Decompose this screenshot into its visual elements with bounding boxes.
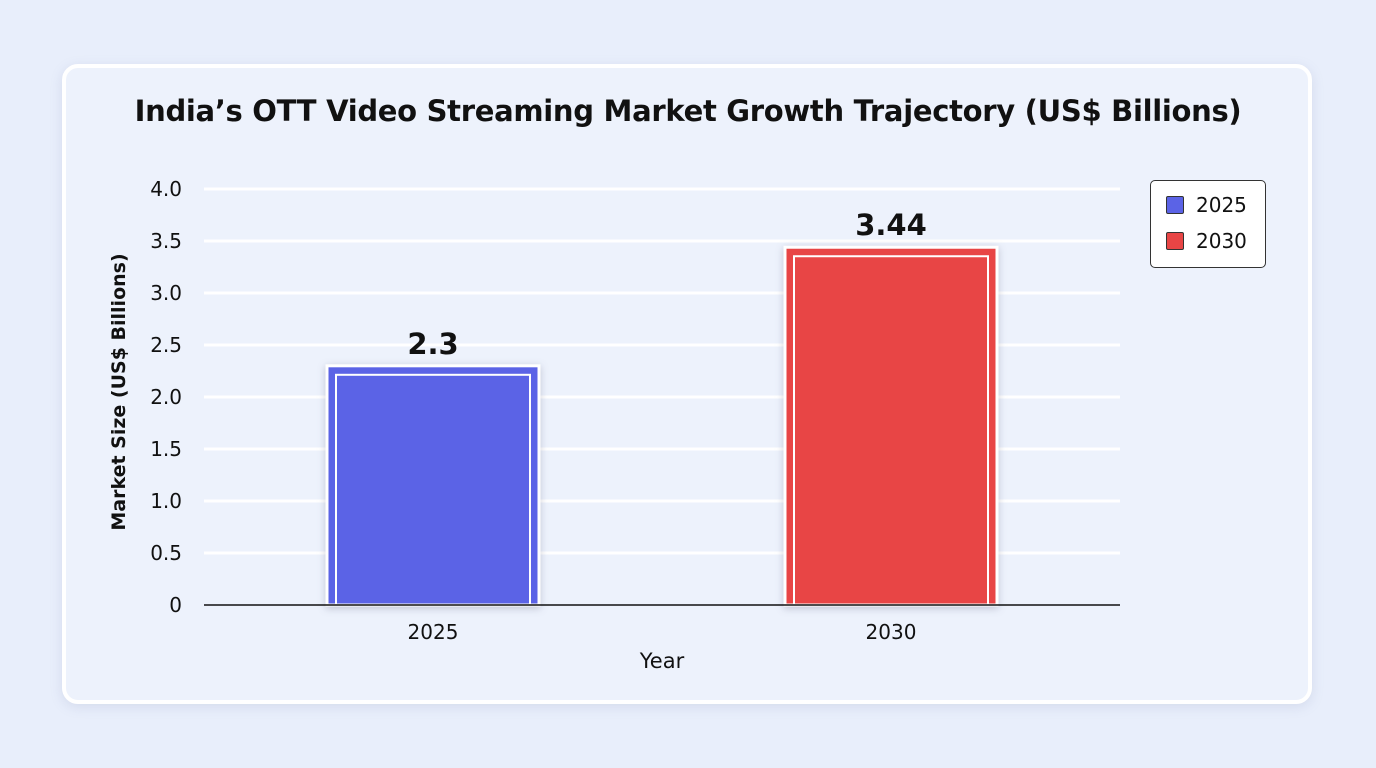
data-label-2025: 2.3 xyxy=(407,327,458,361)
y-axis-label: Market Size (US$ Billions) xyxy=(108,253,130,530)
bar-2030 xyxy=(783,245,999,607)
legend: 2025 2030 xyxy=(1150,180,1266,268)
legend-swatch-2025 xyxy=(1166,196,1184,214)
y-tick-label: 2.0 xyxy=(150,385,182,409)
legend-swatch-2030 xyxy=(1166,232,1184,250)
x-tick-label-2030: 2030 xyxy=(866,620,917,644)
bar-2025 xyxy=(325,364,541,607)
chart-card xyxy=(62,64,1312,704)
y-tick-label: 2.5 xyxy=(150,333,182,357)
legend-label-2030: 2030 xyxy=(1196,229,1247,253)
y-tick-label: 4.0 xyxy=(150,177,182,201)
x-axis-label: Year xyxy=(639,649,685,673)
y-tick-label: 0 xyxy=(169,593,182,617)
x-tick-label-2025: 2025 xyxy=(408,620,459,644)
data-label-2030: 3.44 xyxy=(855,208,927,242)
legend-label-2025: 2025 xyxy=(1196,193,1247,217)
y-tick-labels: 0 0.5 1.0 1.5 2.0 2.5 3.0 3.5 4.0 xyxy=(150,177,182,617)
chart-title: India’s OTT Video Streaming Market Growt… xyxy=(134,94,1242,128)
y-tick-label: 1.0 xyxy=(150,489,182,513)
legend-item-2025: 2025 xyxy=(1166,193,1265,217)
y-tick-label: 3.0 xyxy=(150,281,182,305)
legend-item-2030: 2030 xyxy=(1166,229,1265,253)
y-tick-label: 3.5 xyxy=(150,229,182,253)
y-tick-label: 0.5 xyxy=(150,541,182,565)
y-tick-label: 1.5 xyxy=(150,437,182,461)
x-tick-labels: 2025 2030 xyxy=(408,620,917,644)
bars: 2.3 3.44 xyxy=(325,208,999,607)
